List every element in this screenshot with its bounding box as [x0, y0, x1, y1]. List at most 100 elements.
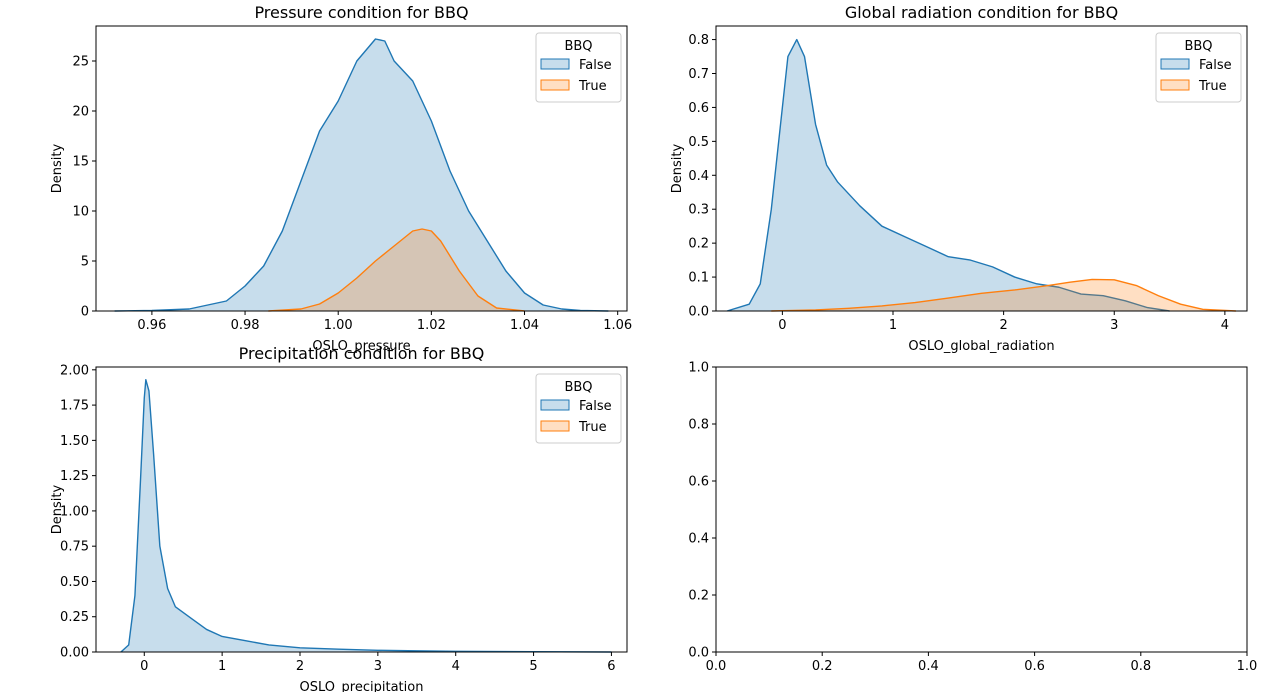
- y-tick-label: 0.25: [60, 610, 89, 625]
- subplot-3: 0 1 2 3 4 5 6 0.00 0.25 0.50 0.75 1.00 1.25 1.50 1.75 2…: [50, 344, 628, 692]
- y-tick-label: 0.7: [688, 67, 709, 82]
- subplot-4: 0.0 0.2 0.4 0.6 0.8 1.0 0.0 0.2 0.4 0.6 0.8 1.0: [688, 361, 1257, 675]
- legend-box: [535, 373, 622, 444]
- y-tick-label: 1.75: [60, 399, 89, 414]
- x-tick-label: 1.04: [510, 318, 539, 333]
- y-tick-label: 1.50: [60, 434, 89, 449]
- subplot-2: 0 1 2 3 4 0.0 0.1 0.2 0.3 0.4 0.5 0.6 0.7 0.8 Global r…: [670, 3, 1248, 354]
- line-true: [771, 278, 1236, 312]
- line-false: [114, 38, 609, 312]
- line-false: [120, 379, 612, 653]
- x-tick-label: 0: [778, 318, 786, 333]
- y-tick-label: 0.0: [688, 646, 709, 661]
- y-tick-label: 0.00: [60, 646, 89, 661]
- area-true: [268, 229, 525, 311]
- subplot-1: 0.96 0.98 1.00 1.02 1.04 1.06 0 5 10 15 20 25 Pressu…: [50, 3, 632, 354]
- y-tick-label: 0.75: [60, 540, 89, 555]
- y-tick-label: 0.8: [688, 33, 709, 48]
- legend-swatch-false: [540, 399, 570, 411]
- y-tick-label: 0: [81, 305, 89, 320]
- x-tick-label: 4: [1221, 318, 1229, 333]
- y-tick-label: 0.5: [688, 135, 709, 150]
- x-tick-label: 1.02: [417, 318, 446, 333]
- x-axis-label: OSLO_pressure: [312, 339, 410, 354]
- series-false: [120, 379, 612, 653]
- legend-title: BBQ: [564, 380, 592, 395]
- x-tick-label: 0.2: [812, 659, 833, 674]
- y-tick-label: 0.4: [688, 169, 709, 184]
- series-true: [268, 228, 525, 312]
- x-tick-label: 5: [529, 659, 537, 674]
- x-tick-label: 0.8: [1130, 659, 1151, 674]
- y-tick-label: 0.3: [688, 203, 709, 218]
- x-tick-label: 0.4: [918, 659, 939, 674]
- x-tick-label: 1.00: [324, 318, 353, 333]
- legend-label-true: True: [1198, 79, 1227, 94]
- x-tick-label: 3: [1110, 318, 1118, 333]
- axes-frame: [715, 366, 1248, 653]
- x-tick-label: 1.0: [1237, 659, 1258, 674]
- x-tick-label: 0.98: [231, 318, 260, 333]
- legend-title: BBQ: [564, 39, 592, 54]
- x-tick-label: 1: [889, 318, 897, 333]
- x-tick-label: 2: [296, 659, 304, 674]
- y-tick-label: 0.50: [60, 575, 89, 590]
- legend-swatch-true: [1160, 79, 1190, 91]
- y-axis-label: Density: [50, 484, 65, 534]
- series-false: [726, 38, 1170, 312]
- axes-frame: [715, 25, 1248, 312]
- x-tick-label: 0: [140, 659, 148, 674]
- y-tick-label: 0.8: [688, 418, 709, 433]
- x-tick-label: 1.06: [603, 318, 632, 333]
- line-false: [726, 38, 1170, 312]
- series-false: [114, 38, 609, 312]
- legend-label-true: True: [578, 420, 607, 435]
- line-true: [268, 228, 525, 312]
- y-tick-label: 5: [81, 255, 89, 270]
- x-tick-label: 6: [607, 659, 615, 674]
- area-false: [727, 39, 1170, 311]
- y-tick-label: 0.4: [688, 532, 709, 547]
- legend-swatch-false: [1160, 58, 1190, 70]
- chart-title: Pressure condition for BBQ: [254, 3, 468, 22]
- legend-label-false: False: [1199, 58, 1232, 73]
- y-tick-label: 20: [72, 105, 89, 120]
- x-axis-label: OSLO_precipitation: [300, 680, 424, 692]
- y-tick-label: 0.6: [688, 101, 709, 116]
- y-tick-label: 10: [72, 205, 89, 220]
- area-true: [771, 279, 1236, 311]
- legend: BBQ False True: [535, 373, 622, 444]
- x-tick-label: 1: [218, 659, 226, 674]
- y-tick-label: 0.0: [688, 305, 709, 320]
- chart-title: Precipitation condition for BBQ: [239, 344, 485, 363]
- area-false: [114, 39, 609, 311]
- legend-box: [1155, 32, 1242, 103]
- legend-swatch-true: [540, 420, 570, 432]
- legend-swatch-true: [540, 79, 570, 91]
- y-tick-label: 0.2: [688, 589, 709, 604]
- y-tick-label: 0.6: [688, 475, 709, 490]
- axes-frame: [95, 366, 628, 653]
- y-tick-label: 0.1: [688, 271, 709, 286]
- legend-swatch-false: [540, 58, 570, 70]
- legend-label-false: False: [579, 58, 612, 73]
- x-tick-label: 2: [999, 318, 1007, 333]
- x-tick-label: 0.0: [706, 659, 727, 674]
- y-tick-label: 1.00: [60, 504, 89, 519]
- y-tick-label: 0.2: [688, 237, 709, 252]
- legend-label-false: False: [579, 399, 612, 414]
- y-tick-label: 25: [72, 55, 89, 70]
- x-axis-label: OSLO_global_radiation: [908, 339, 1054, 354]
- legend: BBQ False True: [1155, 32, 1242, 103]
- legend-box: [535, 32, 622, 103]
- x-tick-label: 3: [374, 659, 382, 674]
- axes-frame: [95, 25, 628, 312]
- y-tick-label: 15: [72, 155, 89, 170]
- y-tick-label: 2.00: [60, 363, 89, 378]
- y-tick-label: 1.0: [688, 361, 709, 376]
- x-tick-label: 0.6: [1024, 659, 1045, 674]
- series-true: [771, 278, 1236, 312]
- legend-label-true: True: [578, 79, 607, 94]
- legend: BBQ False True: [535, 32, 622, 103]
